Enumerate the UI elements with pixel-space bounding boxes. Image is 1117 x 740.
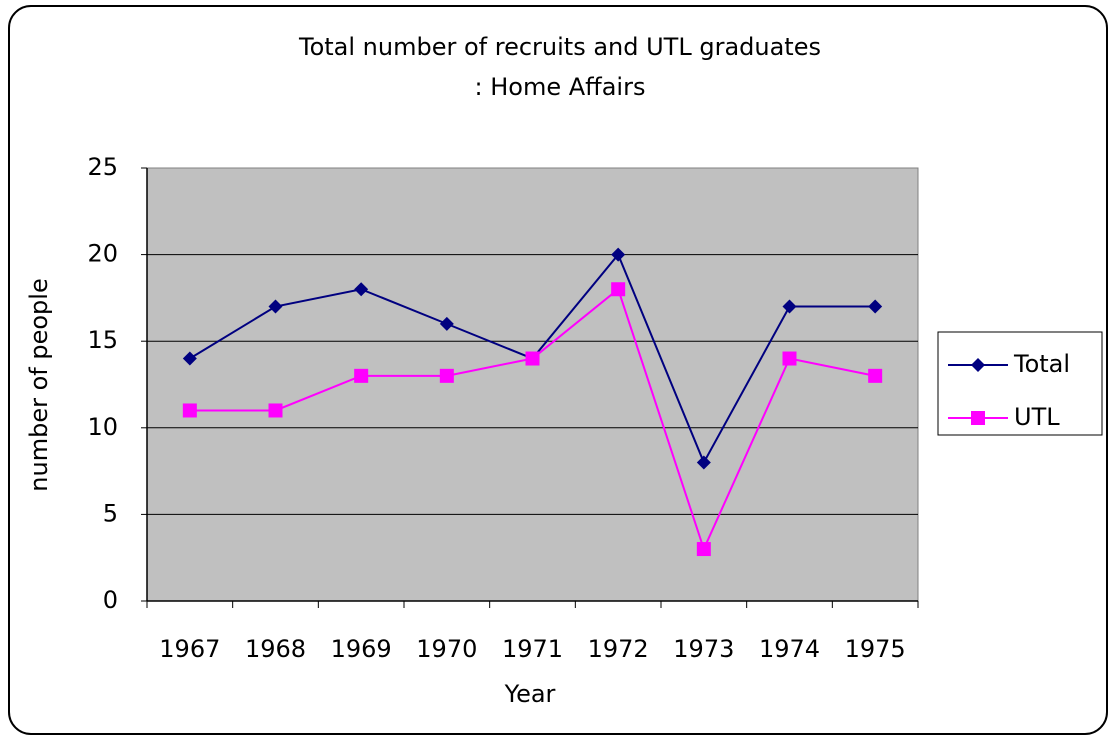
- x-tick-label: 1974: [759, 635, 820, 663]
- x-tick-label: 1967: [159, 635, 220, 663]
- y-axis-label: number of people: [25, 278, 53, 491]
- point: [782, 351, 797, 366]
- x-tick-label: 1975: [845, 635, 906, 663]
- y-tick-label: 5: [103, 499, 118, 527]
- y-tick-label: 20: [87, 240, 118, 268]
- point: [268, 299, 283, 314]
- point: [611, 282, 626, 297]
- point: [868, 368, 883, 383]
- x-tick-label: 1972: [588, 635, 649, 663]
- point: [868, 299, 883, 314]
- x-tick-label: 1968: [245, 635, 306, 663]
- legend-marker: [971, 358, 985, 372]
- y-tick-label: 10: [87, 413, 118, 441]
- x-tick-label: 1971: [502, 635, 563, 663]
- legend-marker: [971, 411, 985, 425]
- chart-title: Total number of recruits and UTL graduat…: [298, 33, 821, 61]
- point: [439, 368, 454, 383]
- point: [525, 351, 540, 366]
- point: [268, 403, 283, 418]
- legend-label: Total: [1013, 350, 1070, 378]
- point: [782, 299, 797, 314]
- point: [182, 351, 197, 366]
- chart-subtitle: : Home Affairs: [475, 73, 646, 101]
- x-tick-label: 1970: [416, 635, 477, 663]
- x-axis-label: Year: [504, 680, 556, 708]
- y-tick-label: 25: [87, 153, 118, 181]
- x-tick-label: 1973: [673, 635, 734, 663]
- point: [354, 282, 369, 297]
- x-tick-label: 1969: [331, 635, 392, 663]
- point: [611, 247, 626, 262]
- point: [696, 455, 711, 470]
- legend-label: UTL: [1014, 403, 1060, 431]
- y-tick-label: 0: [103, 586, 118, 614]
- y-tick-label: 15: [87, 326, 118, 354]
- point: [439, 316, 454, 331]
- point: [182, 403, 197, 418]
- plot-area: [146, 167, 919, 602]
- point: [354, 368, 369, 383]
- point: [696, 542, 711, 557]
